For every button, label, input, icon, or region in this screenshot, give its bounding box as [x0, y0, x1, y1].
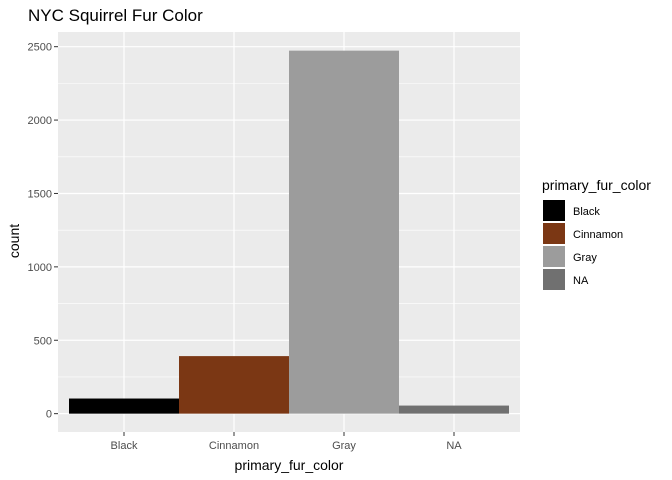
bar-cinnamon	[179, 356, 289, 414]
chart-title: NYC Squirrel Fur Color	[28, 6, 203, 25]
legend: primary_fur_color Black Cinnamon Gray NA	[542, 177, 651, 290]
x-tick-label: NA	[446, 440, 462, 452]
legend-items: Black Cinnamon Gray NA	[543, 200, 623, 290]
bar-black	[69, 398, 179, 414]
bar-na	[399, 405, 509, 414]
legend-label-cinnamon: Cinnamon	[573, 229, 623, 241]
legend-key-cinnamon	[543, 223, 565, 244]
y-tick-label: 2500	[28, 42, 52, 54]
legend-label-gray: Gray	[573, 252, 597, 264]
bars	[69, 50, 509, 414]
legend-label-na: NA	[573, 275, 589, 287]
legend-key-black	[543, 200, 565, 221]
y-tick-label: 2000	[28, 115, 52, 127]
legend-key-na	[543, 269, 565, 290]
x-tick-label: Gray	[332, 440, 356, 452]
x-tick-label: Black	[111, 440, 138, 452]
legend-key-gray	[543, 246, 565, 267]
y-axis-title: count	[6, 224, 22, 258]
x-axis-ticks: Black Cinnamon Gray NA	[111, 432, 462, 452]
x-axis-title: primary_fur_color	[235, 457, 344, 473]
y-tick-label: 0	[46, 409, 52, 421]
bar-gray	[289, 50, 399, 414]
y-axis-ticks: 0 500 1000 1500 2000 2500	[28, 42, 58, 421]
y-tick-label: 1000	[28, 262, 52, 274]
legend-title: primary_fur_color	[542, 177, 651, 193]
x-tick-label: Cinnamon	[209, 440, 259, 452]
y-tick-label: 500	[34, 335, 52, 347]
legend-label-black: Black	[573, 206, 600, 218]
y-tick-label: 1500	[28, 188, 52, 200]
